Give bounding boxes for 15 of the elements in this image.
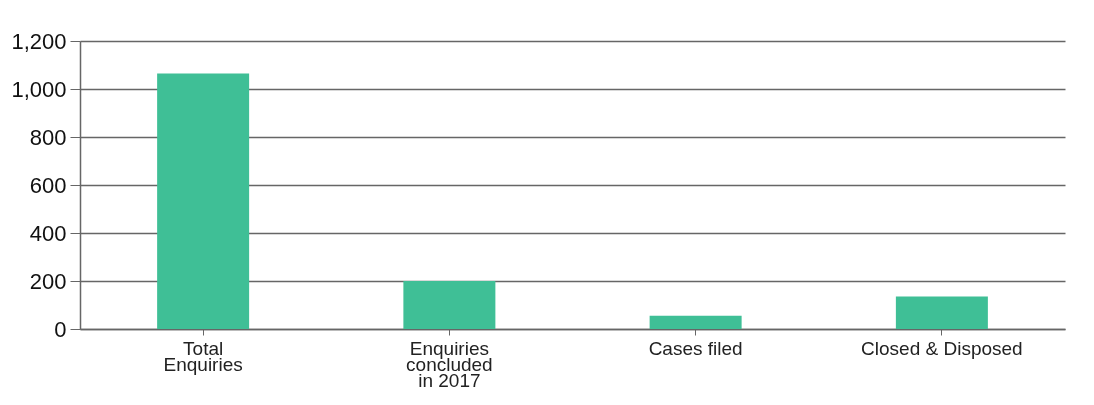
x-tick-label: Closed & Disposed (861, 337, 1023, 359)
x-tick-label: Cases filed (648, 337, 743, 359)
bar (649, 315, 742, 329)
x-tick-label: Total Enquiries (163, 337, 243, 375)
y-tick-label: 400 (29, 220, 67, 246)
y-tick-label: 200 (29, 268, 67, 294)
bar (403, 281, 496, 329)
bar (895, 296, 988, 329)
y-tick-label: 0 (54, 316, 67, 342)
bar (157, 73, 250, 329)
x-tick-label: Enquiries concluded in 2017 (406, 337, 493, 391)
y-tick-label: 1,200 (11, 28, 67, 54)
y-tick-label: 1,000 (11, 76, 67, 102)
y-tick-label: 600 (29, 172, 67, 198)
y-tick-label: 800 (29, 124, 67, 150)
